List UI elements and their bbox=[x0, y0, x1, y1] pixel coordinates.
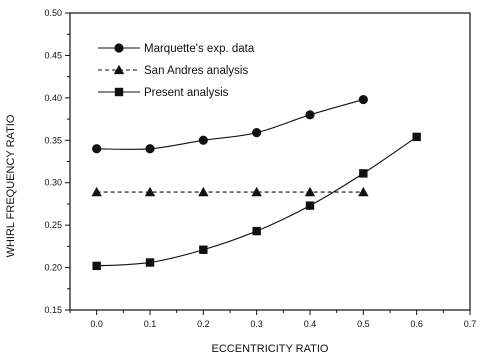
plot-area bbox=[69, 12, 471, 311]
plot-border bbox=[69, 12, 471, 311]
data-point bbox=[305, 110, 315, 120]
y-axis: 0.15 0.20 0.25 0.30 0.35 0.40 0.45 0.50 bbox=[44, 8, 70, 315]
legend: Marquette's exp. data San Andres analysis… bbox=[98, 43, 255, 99]
x-tick-label: 0.0 bbox=[90, 319, 103, 329]
data-point bbox=[412, 132, 421, 142]
x-tick-label: 0.3 bbox=[250, 319, 263, 329]
y-tick-label: 0.20 bbox=[44, 263, 62, 273]
series-triangle bbox=[91, 186, 369, 197]
legend-item: San Andres analysis bbox=[98, 64, 248, 77]
legend-marker bbox=[114, 43, 124, 53]
legend-marker bbox=[113, 64, 125, 75]
legend-label: Marquette's exp. data bbox=[144, 43, 255, 55]
series-line bbox=[96, 136, 417, 267]
data-point bbox=[304, 186, 316, 197]
data-point bbox=[92, 144, 102, 154]
series-line bbox=[96, 99, 364, 150]
legend-item: Present analysis bbox=[98, 87, 229, 99]
x-tick-label: 0.6 bbox=[410, 319, 423, 329]
series-circle bbox=[92, 94, 368, 154]
y-tick-label: 0.45 bbox=[44, 50, 62, 60]
series-layer bbox=[91, 94, 421, 271]
x-axis-title: ECCENTRICITY RATIO bbox=[212, 343, 329, 355]
y-tick-label: 0.40 bbox=[44, 93, 62, 103]
data-point bbox=[359, 169, 368, 178]
x-tick-label: 0.1 bbox=[144, 319, 157, 329]
y-tick-label: 0.30 bbox=[44, 178, 62, 188]
y-tick-label: 0.50 bbox=[44, 8, 62, 18]
data-point bbox=[198, 135, 208, 145]
data-point bbox=[198, 186, 209, 197]
x-axis: 0.0 0.1 0.2 0.3 0.4 0.5 0.6 0.7 bbox=[69, 310, 477, 329]
data-point bbox=[145, 258, 155, 267]
data-point bbox=[252, 226, 261, 236]
data-point bbox=[252, 128, 262, 138]
data-point bbox=[305, 201, 315, 210]
x-tick-label: 0.5 bbox=[357, 319, 370, 329]
series-square bbox=[92, 132, 421, 271]
legend-label: San Andres analysis bbox=[144, 65, 248, 77]
x-tick-label: 0.2 bbox=[197, 319, 210, 329]
data-point bbox=[91, 186, 102, 197]
data-point bbox=[199, 245, 208, 254]
data-point bbox=[358, 186, 369, 197]
data-point bbox=[92, 261, 101, 271]
data-point bbox=[144, 186, 156, 197]
legend-marker bbox=[114, 87, 124, 97]
legend-label: Present analysis bbox=[144, 87, 229, 99]
y-tick-label: 0.35 bbox=[44, 135, 62, 145]
data-point bbox=[251, 186, 262, 197]
y-tick-label: 0.15 bbox=[44, 305, 62, 315]
data-point bbox=[358, 94, 368, 105]
y-axis-title: WHIRL FREQUENCY RATIO bbox=[5, 114, 17, 257]
data-point bbox=[145, 144, 155, 154]
legend-item: Marquette's exp. data bbox=[98, 43, 255, 55]
y-tick-label: 0.25 bbox=[44, 220, 62, 230]
x-tick-label: 0.7 bbox=[464, 319, 477, 329]
x-tick-label: 0.4 bbox=[304, 319, 317, 329]
